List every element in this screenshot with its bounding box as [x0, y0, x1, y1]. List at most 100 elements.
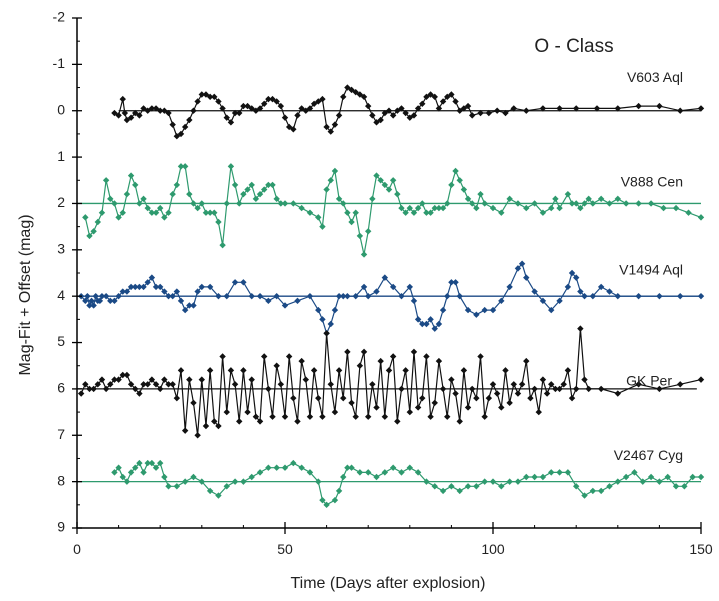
y-tick-label: -2 [53, 9, 66, 25]
data-point [427, 316, 434, 323]
data-point [319, 413, 326, 420]
series-markers-3 [77, 325, 705, 439]
data-point [389, 283, 397, 291]
data-point [439, 204, 447, 212]
data-point [248, 473, 255, 481]
data-point [564, 367, 572, 374]
data-point [161, 107, 168, 114]
data-point [319, 496, 326, 504]
data-point [181, 163, 189, 170]
data-point [365, 102, 372, 110]
data-point [477, 190, 484, 198]
data-point [173, 133, 181, 140]
data-point [186, 376, 193, 383]
data-point [190, 107, 197, 114]
data-point [198, 283, 205, 291]
data-point [132, 109, 139, 117]
data-point [215, 292, 222, 300]
data-point [285, 353, 293, 360]
data-point [419, 100, 426, 107]
data-point [190, 399, 197, 407]
data-point [319, 316, 326, 323]
data-point [148, 459, 156, 467]
data-point [552, 385, 559, 393]
data-point [410, 297, 418, 305]
data-point [206, 487, 214, 495]
data-point [88, 297, 95, 305]
data-point [261, 353, 268, 360]
data-point [165, 381, 172, 388]
data-point [302, 376, 309, 383]
series-label-2: V1494 Aql [619, 261, 683, 277]
data-point [340, 292, 347, 300]
data-point [111, 109, 118, 117]
data-point [560, 381, 567, 388]
data-point [265, 297, 272, 305]
series-line-3 [80, 328, 702, 436]
data-point [439, 98, 447, 105]
y-tick-label: 2 [57, 194, 65, 210]
data-point [523, 357, 530, 365]
data-point [265, 181, 272, 189]
data-point [123, 478, 131, 485]
data-point [98, 209, 106, 216]
data-point [323, 330, 330, 337]
data-point [298, 464, 305, 471]
data-point [111, 376, 118, 383]
data-point [84, 292, 91, 300]
data-point [352, 209, 359, 216]
x-tick-label: 50 [277, 541, 293, 557]
data-point [352, 413, 359, 420]
data-point [423, 93, 430, 101]
data-point [194, 204, 201, 212]
data-point [194, 432, 201, 439]
data-point [448, 279, 455, 286]
data-point [356, 362, 364, 369]
data-point [381, 469, 389, 476]
data-point [315, 394, 322, 402]
x-tick-label: 150 [689, 541, 713, 557]
data-point [157, 204, 164, 212]
data-point [573, 385, 580, 393]
data-point [335, 292, 343, 300]
data-point [211, 418, 218, 425]
data-point [456, 487, 463, 495]
data-point [252, 107, 260, 114]
data-point [398, 385, 405, 393]
data-point [435, 105, 443, 112]
data-point [506, 399, 513, 407]
data-point [244, 102, 251, 110]
data-point [165, 109, 172, 117]
data-point [485, 109, 493, 117]
data-point [398, 292, 405, 300]
data-point [377, 116, 384, 124]
data-point [344, 84, 351, 91]
data-point [240, 367, 247, 374]
data-point [148, 105, 156, 112]
data-point [622, 200, 630, 207]
data-point [685, 209, 692, 216]
data-point [198, 200, 205, 207]
data-point [581, 492, 588, 499]
data-point [248, 105, 255, 112]
data-point [148, 209, 156, 216]
data-point [431, 483, 438, 490]
data-point [614, 105, 621, 112]
data-point [90, 302, 97, 309]
data-point [136, 200, 143, 207]
data-point [498, 483, 505, 490]
data-point [273, 464, 280, 471]
data-point [431, 93, 438, 101]
data-point [140, 283, 147, 291]
data-point [240, 279, 247, 286]
data-point [227, 163, 235, 170]
data-point [477, 109, 484, 117]
data-point [697, 376, 705, 383]
data-point [82, 297, 89, 305]
data-point [469, 385, 476, 393]
data-point [344, 209, 351, 216]
data-point [502, 367, 509, 374]
y-axis-title: Mag-Fit + Offset (mag) [17, 214, 34, 375]
data-point [589, 292, 597, 300]
data-point [273, 195, 280, 203]
